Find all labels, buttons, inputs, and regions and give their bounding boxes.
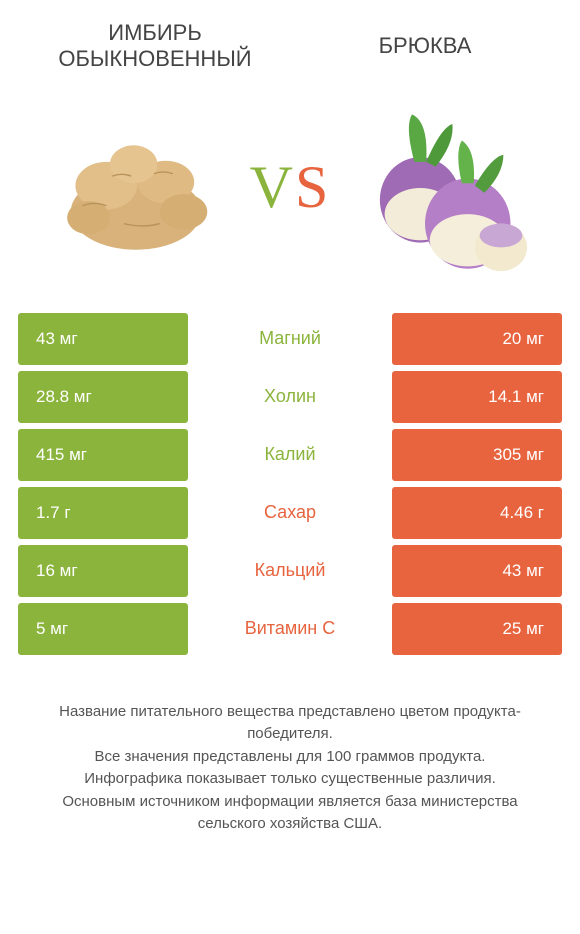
cell-left-value: 5 мг (18, 603, 188, 655)
cell-right-value: 4.46 г (392, 487, 562, 539)
ginger-image (30, 93, 242, 283)
cell-label: Витамин C (188, 603, 392, 655)
table-row: 16 мгКальций43 мг (18, 545, 562, 597)
ginger-icon (41, 93, 231, 283)
cell-left-value: 415 мг (18, 429, 188, 481)
cell-label: Сахар (188, 487, 392, 539)
cell-left-value: 43 мг (18, 313, 188, 365)
cell-left-value: 16 мг (18, 545, 188, 597)
cell-right-value: 305 мг (392, 429, 562, 481)
table-row: 5 мгВитамин C25 мг (18, 603, 562, 655)
vs-v: V (250, 154, 295, 220)
hero-row: VS (0, 83, 580, 313)
rutabaga-image (338, 93, 550, 283)
cell-right-value: 43 мг (392, 545, 562, 597)
cell-right-value: 25 мг (392, 603, 562, 655)
cell-label: Кальций (188, 545, 392, 597)
comparison-table: 43 мгМагний20 мг28.8 мгХолин14.1 мг415 м… (0, 313, 580, 655)
table-row: 28.8 мгХолин14.1 мг (18, 371, 562, 423)
header-row: Имбирь обыкновенный Брюква (0, 0, 580, 83)
footer-line: Основным источником информации является … (30, 791, 550, 836)
table-row: 415 мгКалий305 мг (18, 429, 562, 481)
cell-label: Калий (188, 429, 392, 481)
rutabaga-icon (349, 93, 539, 283)
footer-line: Название питательного вещества представл… (30, 701, 550, 746)
table-row: 43 мгМагний20 мг (18, 313, 562, 365)
footer-line: Инфографика показывает только существенн… (30, 768, 550, 791)
cell-label: Холин (188, 371, 392, 423)
cell-right-value: 14.1 мг (392, 371, 562, 423)
cell-left-value: 28.8 мг (18, 371, 188, 423)
cell-label: Магний (188, 313, 392, 365)
vs-s: S (295, 154, 330, 220)
table-row: 1.7 гСахар4.46 г (18, 487, 562, 539)
footer-line: Все значения представлены для 100 граммо… (30, 746, 550, 769)
vs-label: VS (242, 153, 339, 222)
footer-notes: Название питательного вещества представл… (0, 661, 580, 856)
header-left: Имбирь обыкновенный (20, 20, 290, 73)
cell-left-value: 1.7 г (18, 487, 188, 539)
cell-right-value: 20 мг (392, 313, 562, 365)
header-right: Брюква (290, 20, 560, 73)
